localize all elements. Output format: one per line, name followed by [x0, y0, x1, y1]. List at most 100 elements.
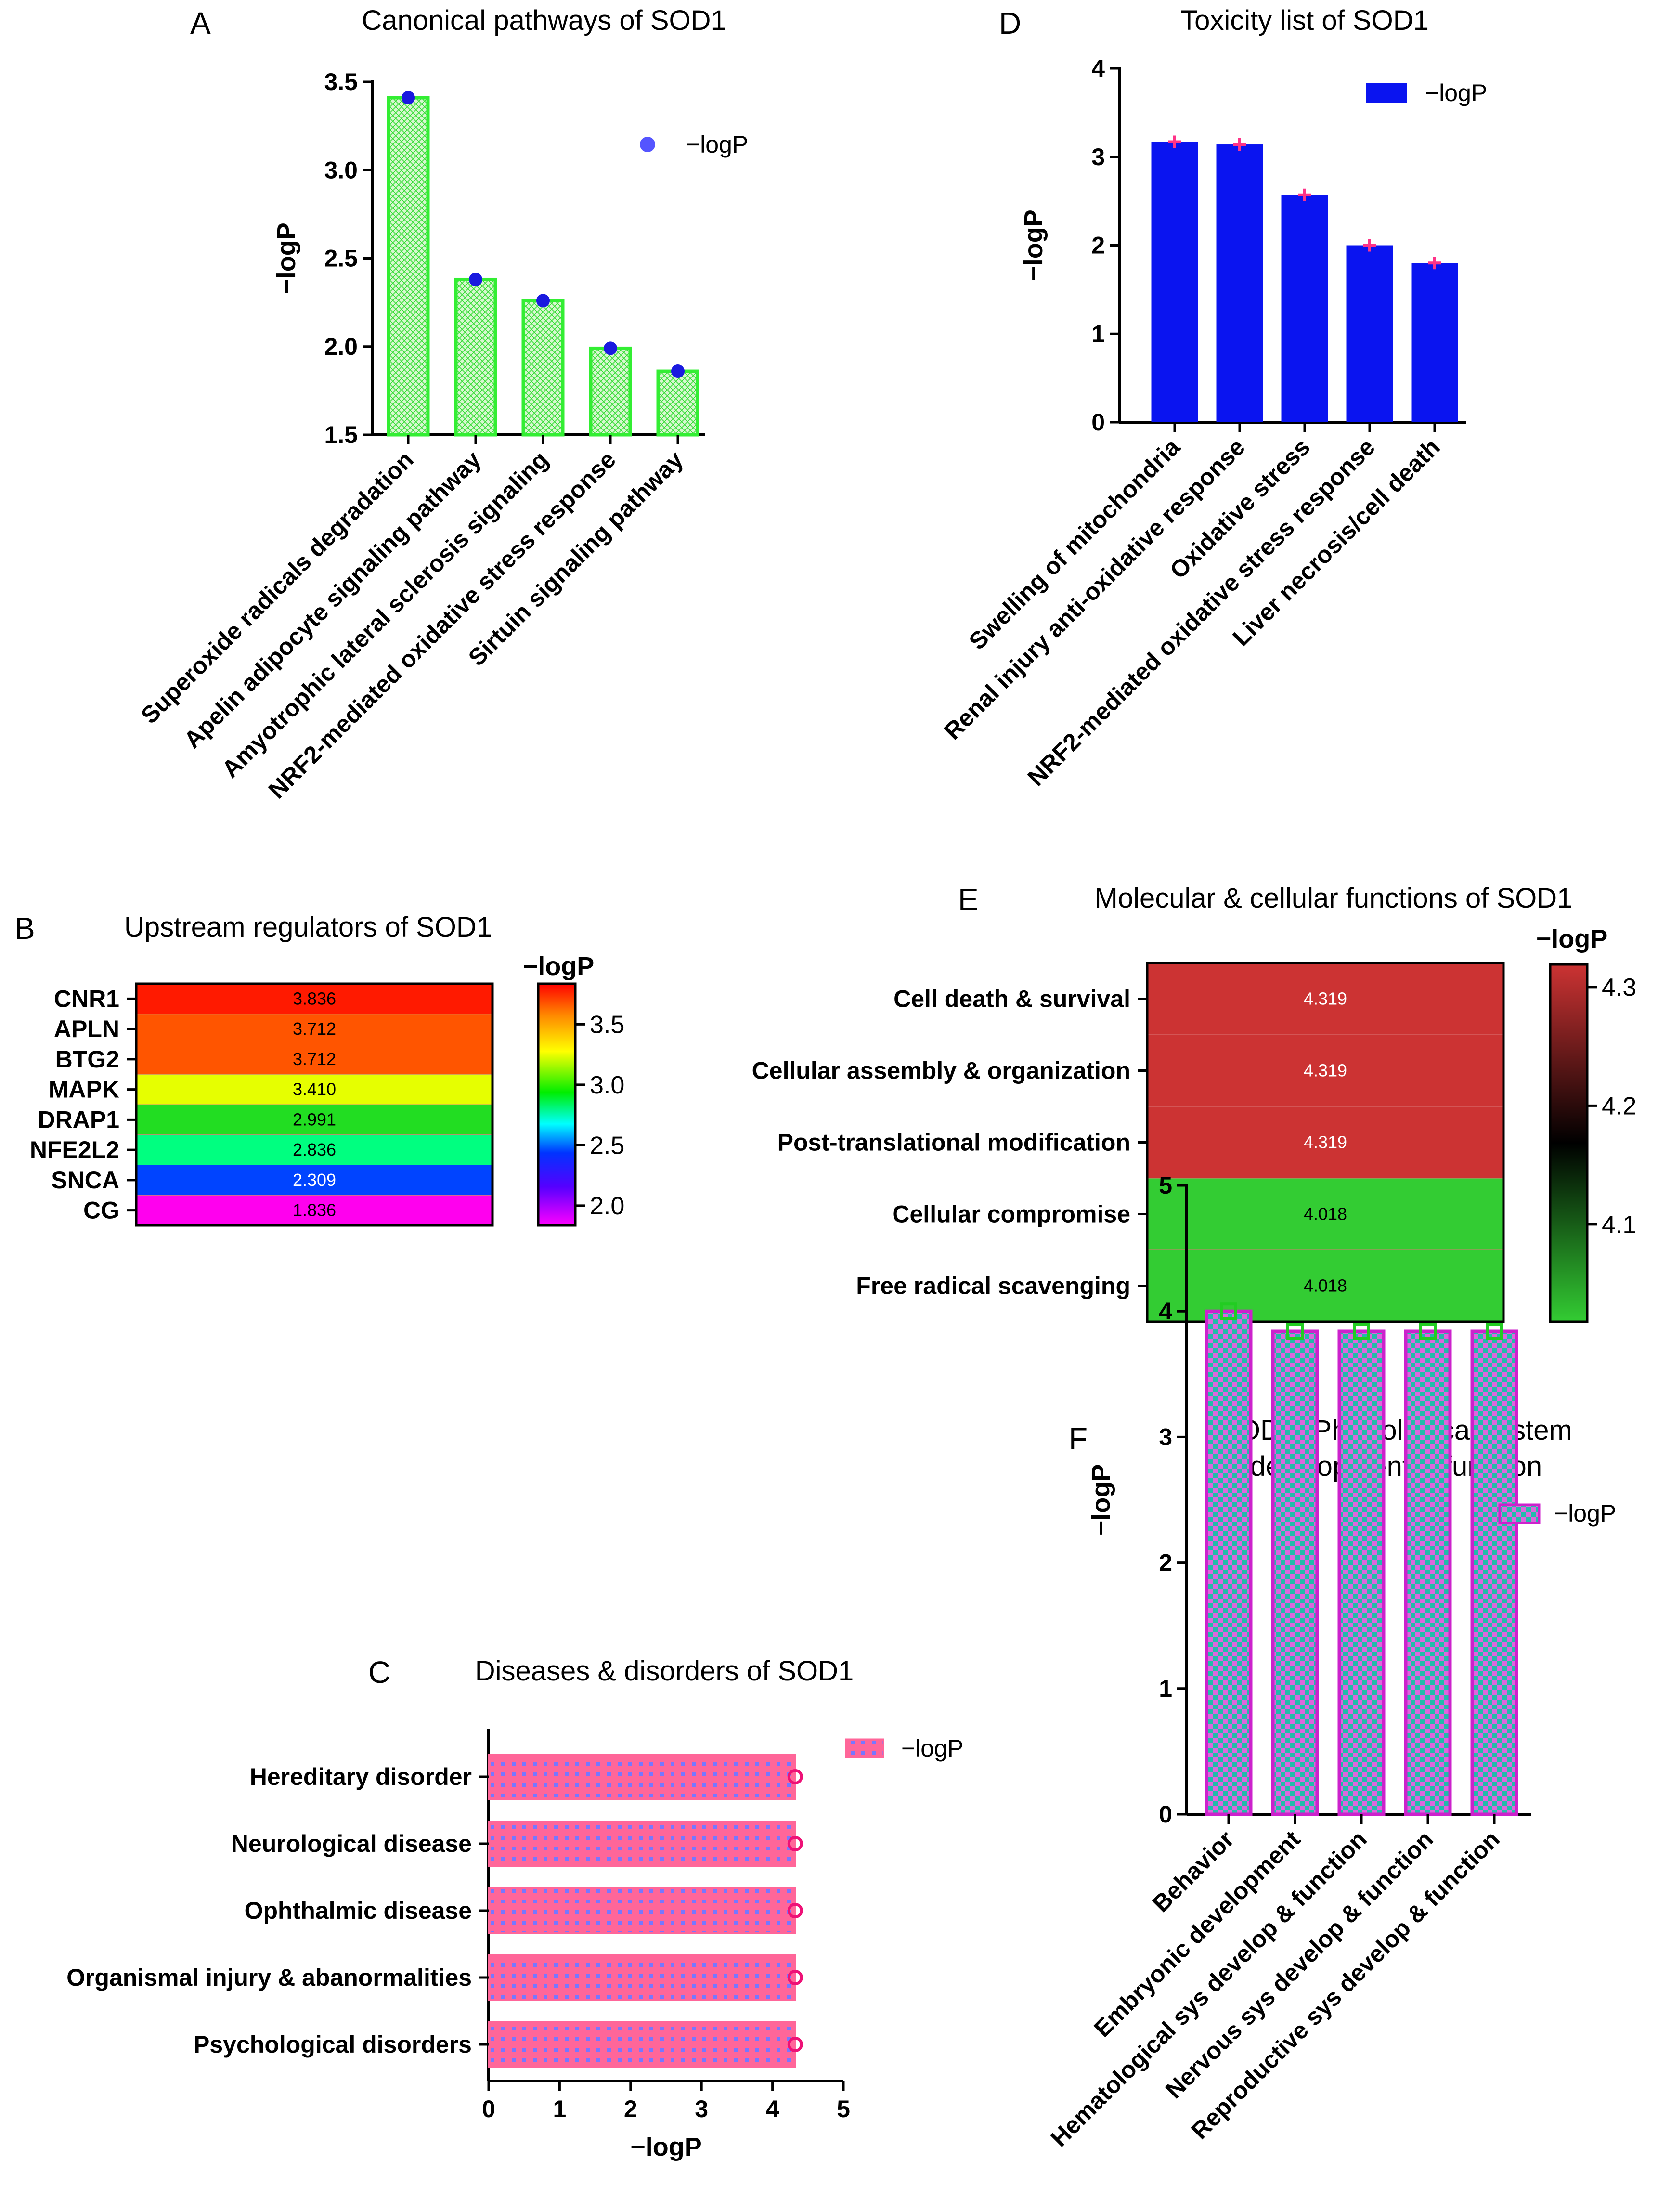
row-label: BTG2 [55, 1046, 119, 1073]
value-marker [787, 1836, 803, 1851]
heatmap-cell [1147, 1034, 1504, 1107]
value-marker [787, 2037, 803, 2052]
bar [656, 369, 699, 437]
y-tick-label: 3.5 [324, 68, 358, 95]
bar [1281, 195, 1328, 422]
category-label: Ophthalmic disease [245, 1897, 472, 1924]
y-tick-label: 3.0 [324, 156, 358, 183]
bar [488, 1954, 796, 2001]
bar [488, 1821, 796, 1867]
value-marker [536, 294, 550, 308]
bar [1346, 245, 1393, 422]
heatmap-cell [1147, 1106, 1504, 1179]
bar [488, 2021, 796, 2068]
bar [1205, 1309, 1253, 1816]
heatmap-cell [1147, 1178, 1504, 1250]
heatmap-cell [1147, 963, 1504, 1035]
bar [488, 1887, 796, 1934]
row-label: Cellular assembly & organization [752, 1057, 1130, 1084]
value-marker [1286, 1322, 1304, 1340]
y-tick-label: 4 [1159, 1298, 1172, 1325]
cell-value-label: 2.309 [293, 1170, 336, 1190]
x-tick-label: 3 [695, 2095, 708, 2122]
cell-value-label: 2.991 [293, 1109, 336, 1129]
bar [1337, 1329, 1386, 1816]
y-tick-label: 2 [1091, 232, 1105, 259]
panel-b-letter: B [14, 911, 35, 946]
bar [1470, 1329, 1518, 1816]
y-tick-label: 3 [1091, 143, 1105, 170]
panel-b: B Upstream regulators of SOD1 3.836CNR13… [14, 911, 624, 1227]
value-marker [469, 273, 482, 286]
colorbar [537, 982, 577, 1227]
heatmap-border [135, 982, 494, 1227]
row-label: Free radical scavenging [856, 1273, 1130, 1300]
bar [521, 299, 565, 437]
colorbar-tick-label: 4.1 [1602, 1211, 1636, 1239]
bar [1271, 1329, 1319, 1816]
panel-c-letter: C [368, 1655, 390, 1690]
colorbar-label: −logP [523, 952, 595, 981]
panel-e-title: Molecular & cellular functions of SOD1 [1095, 883, 1573, 914]
value-marker [1419, 1322, 1437, 1340]
heatmap-cell [136, 1165, 493, 1196]
colorbar-label: −logP [1536, 924, 1608, 953]
panel-d-title: Toxicity list of SOD1 [1180, 5, 1429, 36]
legend-symbol [640, 137, 655, 152]
heatmap-cell [136, 1195, 493, 1226]
cell-value-label: 4.018 [1304, 1276, 1347, 1296]
panel-e: E Molecular & cellular functions of SOD1… [752, 882, 1636, 1323]
heatmap-cell [136, 1014, 493, 1044]
cell-value-label: 4.018 [1304, 1204, 1347, 1224]
legend-label: −logP [1425, 79, 1487, 106]
y-tick-label: 0 [1159, 1801, 1172, 1828]
cell-value-label: 4.319 [1304, 1061, 1347, 1080]
row-label: Cell death & survival [894, 986, 1130, 1013]
legend-label: −logP [1554, 1500, 1616, 1527]
bar [1404, 1329, 1452, 1816]
value-marker [671, 364, 685, 378]
colorbar-tick-label: 4.3 [1602, 974, 1636, 1002]
cell-value-label: 3.712 [293, 1019, 336, 1039]
panel-b-title: Upstream regulators of SOD1 [124, 911, 492, 943]
value-marker [787, 1970, 803, 1985]
bar [589, 346, 632, 437]
panel-b-heatmap: 3.836 CNR1 3.712 APLN 3.712 BTG2 3.410 MAPK 2.99… [30, 952, 624, 1227]
x-axis-label: −logP [630, 2133, 702, 2161]
panel-f: F SOD1- Physiological system development… [1046, 1172, 1617, 2152]
row-label: CG [83, 1197, 119, 1224]
y-tick-label: 4 [1091, 55, 1105, 82]
heatmap-border [1146, 962, 1505, 1323]
value-marker [1298, 188, 1311, 201]
value-marker [604, 341, 617, 355]
colorbar-tick-label: 2.0 [590, 1192, 624, 1220]
heatmap-cell [136, 983, 493, 1015]
panel-a-letter: A [190, 6, 211, 40]
legend-symbol [1366, 83, 1407, 103]
x-tick-label: 1 [553, 2095, 566, 2122]
x-tick-label: 0 [482, 2095, 495, 2122]
y-tick-label: 2.0 [324, 333, 358, 360]
heatmap-cell [136, 1134, 493, 1165]
panel-c-title: Diseases & disorders of SOD1 [475, 1655, 854, 1687]
bar [387, 96, 430, 437]
value-marker [402, 91, 415, 104]
bar [1411, 263, 1458, 422]
x-tick-label: 4 [766, 2095, 779, 2122]
category-label: Reproductive sys develop & function [1186, 1825, 1504, 2144]
y-tick-label: 1 [1159, 1675, 1172, 1702]
heatmap-cell [136, 1044, 493, 1075]
bar [488, 1754, 796, 1800]
category-label: Organismal injury & abanormalities [66, 1964, 472, 1991]
value-marker [1486, 1322, 1503, 1340]
y-tick-label: 3 [1159, 1423, 1172, 1450]
row-label: CNR1 [54, 985, 119, 1012]
value-marker [1233, 138, 1246, 151]
y-tick-label: 2 [1159, 1549, 1172, 1576]
cell-value-label: 3.712 [293, 1049, 336, 1069]
value-marker [1428, 257, 1441, 270]
row-label: Post-translational modification [777, 1129, 1130, 1156]
bar [1151, 142, 1198, 422]
value-marker [1220, 1302, 1237, 1320]
